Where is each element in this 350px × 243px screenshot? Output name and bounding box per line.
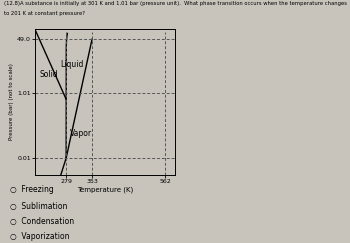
Text: Solid: Solid <box>40 70 58 79</box>
Text: to 201 K at constant pressure?: to 201 K at constant pressure? <box>4 11 84 16</box>
Y-axis label: Pressure (bar) (not to scale): Pressure (bar) (not to scale) <box>9 64 14 140</box>
Text: ○  Condensation: ○ Condensation <box>10 217 75 226</box>
Text: (12.8)A substance is initially at 301 K and 1.01 bar (pressure unit).  What phas: (12.8)A substance is initially at 301 K … <box>4 1 346 6</box>
Text: ○  Freezing: ○ Freezing <box>10 185 54 194</box>
Text: ○  Vaporization: ○ Vaporization <box>10 232 70 241</box>
Text: ○  Sublimation: ○ Sublimation <box>10 202 68 211</box>
Text: Vapor: Vapor <box>69 129 92 138</box>
Text: Liquid: Liquid <box>60 60 83 69</box>
X-axis label: Temperature (K): Temperature (K) <box>77 187 133 193</box>
